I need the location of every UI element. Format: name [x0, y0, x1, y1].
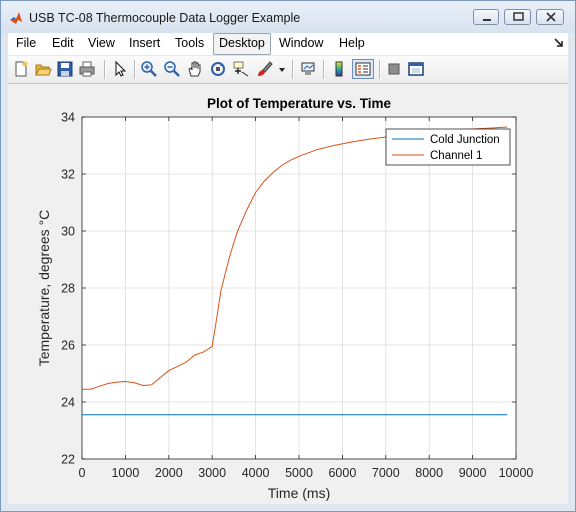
y-tick-label: 24 [61, 396, 75, 410]
x-tick-label: 3000 [198, 466, 226, 480]
minimize-button[interactable] [473, 9, 499, 25]
x-tick-label: 7000 [372, 466, 400, 480]
menu-help[interactable]: Help [339, 36, 365, 50]
show-plot-tools-icon[interactable] [407, 60, 425, 78]
toolbar-separator [323, 60, 325, 79]
close-icon [546, 12, 556, 22]
brush-icon[interactable] [255, 60, 273, 78]
zoom-in-icon[interactable] [140, 60, 158, 78]
toolbar-separator [292, 60, 294, 79]
menu-desktop[interactable]: Desktop [213, 33, 271, 55]
link-plot-icon[interactable] [299, 60, 317, 78]
legend-entry: Channel 1 [430, 150, 482, 162]
menu-bar: File Edit View Insert Tools Desktop Wind… [8, 33, 568, 55]
menu-view[interactable]: View [88, 36, 115, 50]
legend-entry: Cold Junction [430, 134, 500, 146]
temperature-plot[interactable]: 0 1000 2000 3000 4000 5000 6000 7000 8000 9000 100… [8, 84, 568, 504]
x-tick-label: 5000 [285, 466, 313, 480]
new-figure-icon[interactable] [12, 60, 30, 78]
x-tick-label: 4000 [242, 466, 270, 480]
menu-insert[interactable]: Insert [129, 36, 161, 50]
x-tick-label: 6000 [328, 466, 356, 480]
edit-plot-arrow-icon[interactable] [111, 60, 129, 78]
figure-toolbar [8, 56, 568, 84]
insert-colorbar-icon[interactable] [330, 60, 348, 78]
rotate-3d-icon[interactable] [209, 60, 227, 78]
close-button[interactable] [536, 9, 564, 25]
toolbar-separator [104, 60, 106, 79]
x-tick-label: 1000 [111, 466, 139, 480]
figure-canvas: 0 1000 2000 3000 4000 5000 6000 7000 8000 9000 100… [8, 84, 568, 504]
x-axis-label: Time (ms) [268, 485, 330, 501]
y-tick-label: 32 [61, 168, 75, 182]
menu-window[interactable]: Window [279, 36, 324, 50]
menu-edit[interactable]: Edit [52, 36, 74, 50]
minimize-icon [483, 19, 491, 21]
y-tick-label: 26 [61, 339, 75, 353]
matlab-icon [10, 12, 22, 24]
menu-file[interactable]: File [16, 36, 37, 50]
legend[interactable]: Cold Junction Channel 1 [385, 128, 511, 166]
x-tick-label: 0 [79, 466, 86, 480]
dock-arrow-icon[interactable] [554, 37, 564, 49]
x-tick-label: 2000 [155, 466, 183, 480]
y-tick-label: 22 [61, 453, 75, 467]
insert-legend-icon[interactable] [352, 59, 374, 79]
x-tick-label: 9000 [459, 466, 487, 480]
toolbar-separator [134, 60, 136, 79]
maximize-button[interactable] [504, 9, 531, 25]
menu-tools[interactable]: Tools [175, 36, 205, 50]
hide-plot-tools-icon[interactable] [385, 60, 403, 78]
chart-title: Plot of Temperature vs. Time [207, 96, 392, 111]
y-tick-label: 34 [61, 111, 75, 125]
open-file-icon[interactable] [34, 60, 52, 78]
y-axis-label: Temperature, degrees °C [36, 210, 52, 367]
maximize-icon [513, 12, 524, 21]
y-tick-label: 28 [61, 282, 75, 296]
title-bar[interactable]: USB TC-08 Thermocouple Data Logger Examp… [1, 1, 575, 33]
pan-hand-icon[interactable] [186, 60, 204, 78]
zoom-out-icon[interactable] [163, 60, 181, 78]
window-title: USB TC-08 Thermocouple Data Logger Examp… [29, 11, 301, 25]
print-icon[interactable] [78, 60, 96, 78]
brush-dropdown-icon[interactable] [277, 60, 287, 78]
y-tick-label: 30 [61, 225, 75, 239]
x-tick-label: 10000 [499, 466, 534, 480]
data-cursor-icon[interactable] [232, 60, 250, 78]
toolbar-separator [379, 60, 381, 79]
legend-box [385, 128, 511, 166]
x-tick-label: 8000 [415, 466, 443, 480]
save-icon[interactable] [56, 60, 74, 78]
